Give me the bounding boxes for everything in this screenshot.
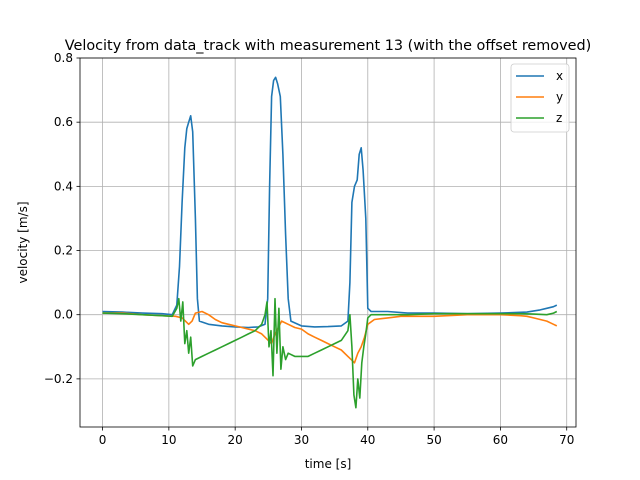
legend-label-x: x — [556, 69, 563, 83]
series-line-z — [102, 297, 558, 409]
x-tick-label: 0 — [99, 433, 107, 447]
x-tick-label: 20 — [228, 433, 243, 447]
y-tick-label: 0.2 — [54, 244, 73, 258]
series-line-y — [102, 310, 558, 364]
y-tick-label: 0.6 — [54, 115, 73, 129]
x-tick-label: 70 — [559, 433, 574, 447]
ticks: 0 10 20 30 40 50 60 70 −0.2 0.0 0.2 0.4 0.6 0.8 — [44, 51, 574, 447]
x-tick-label: 60 — [493, 433, 508, 447]
y-tick-label: 0.8 — [54, 51, 73, 65]
y-tick-label: 0.0 — [54, 308, 73, 322]
plot-frame — [79, 57, 577, 428]
x-tick-label: 30 — [294, 433, 309, 447]
x-tick-label: 50 — [426, 433, 441, 447]
x-tick-label: 10 — [161, 433, 176, 447]
legend-box — [510, 63, 570, 133]
legend: xyz — [510, 63, 570, 133]
x-axis-label: time [s] — [305, 457, 352, 471]
series-group — [102, 76, 558, 409]
legend-label-z: z — [556, 111, 562, 125]
series-line-x — [102, 76, 558, 329]
y-tick-label: −0.2 — [44, 372, 73, 386]
x-tick-label: 40 — [360, 433, 375, 447]
chart-title: Velocity from data_track with measuremen… — [65, 38, 591, 54]
y-axis-label: velocity [m/s] — [16, 201, 30, 283]
legend-label-y: y — [556, 90, 563, 104]
y-tick-label: 0.4 — [54, 179, 73, 193]
